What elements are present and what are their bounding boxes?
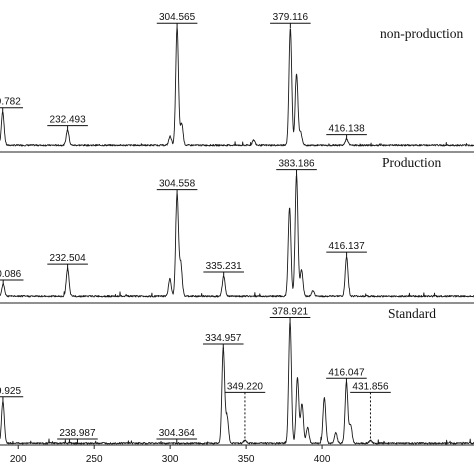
peak-annotation: 189.782 [0,97,24,113]
peak-label: 189.782 [0,97,21,108]
peak-label: 416.138 [329,124,366,135]
peak-label: 304.565 [159,12,196,23]
peak-label: 379.116 [273,12,309,23]
panel-2: Production 190.086 232.504 304.558 335.231 38… [0,155,474,298]
panel-label: Production [382,155,441,170]
peak-label: 416.137 [329,241,366,252]
x-tick-label: 400 [314,454,331,465]
x-tick-label: 200 [10,454,27,465]
peak-label: 304.364 [159,428,196,439]
x-axis: 200 250 300 350 400 [0,444,474,465]
peak-label: 232.493 [50,115,87,126]
panel-label: Standard [388,306,436,321]
spectra-panels: non-production 189.782 232.493 304.565 379.1… [0,12,474,445]
peak-annotation: 416.047 [326,367,367,384]
x-tick-label: 300 [162,454,179,465]
peak-annotation: 190.086 [0,269,24,286]
peak-annotation: 335.231 [203,261,244,278]
peak-annotation: 189.925 [0,386,24,402]
peak-annotation: 304.565 [156,12,198,29]
peak-label: 416.047 [328,367,365,378]
peak-annotation: 349.220 [224,381,266,442]
x-tick-label: 250 [86,454,103,465]
panel-label: non-production [380,26,463,41]
spectrum-trace [0,321,474,445]
peak-annotation: 334.957 [202,333,244,349]
spectrum-trace [0,27,474,147]
spectrum-trace [0,173,474,298]
panel-1: non-production 189.782 232.493 304.565 379.1… [0,12,474,147]
peak-annotation: 232.504 [47,253,88,270]
peak-label: 383.186 [278,159,315,170]
peak-annotation: 416.138 [326,124,367,140]
x-tick-label: 350 [238,454,255,465]
peak-label: 334.957 [205,333,242,344]
peak-label: 238.987 [59,428,96,439]
peak-label: 232.504 [50,253,87,264]
peak-annotation: 238.987 [57,428,98,444]
panel-3: Standard 189.925 238.987 304.364 334.957 349.… [0,306,474,445]
peak-label: 189.925 [0,386,21,397]
peak-label: 431.856 [352,381,389,392]
peak-annotation: 378.921 [269,307,311,323]
peak-annotation: 304.364 [156,428,198,444]
peak-label: 349.220 [227,381,264,392]
peak-annotation: 383.186 [276,159,317,175]
peak-annotation: 379.116 [270,12,311,29]
peak-annotation: 416.137 [326,241,367,258]
peak-annotation: 304.558 [156,179,198,195]
peak-label: 190.086 [0,269,22,280]
peak-label: 378.921 [272,307,309,318]
peak-annotation: 232.493 [47,115,88,131]
peak-label: 335.231 [206,261,243,272]
peak-label: 304.558 [159,179,196,190]
peak-annotation: 431.856 [350,381,391,442]
